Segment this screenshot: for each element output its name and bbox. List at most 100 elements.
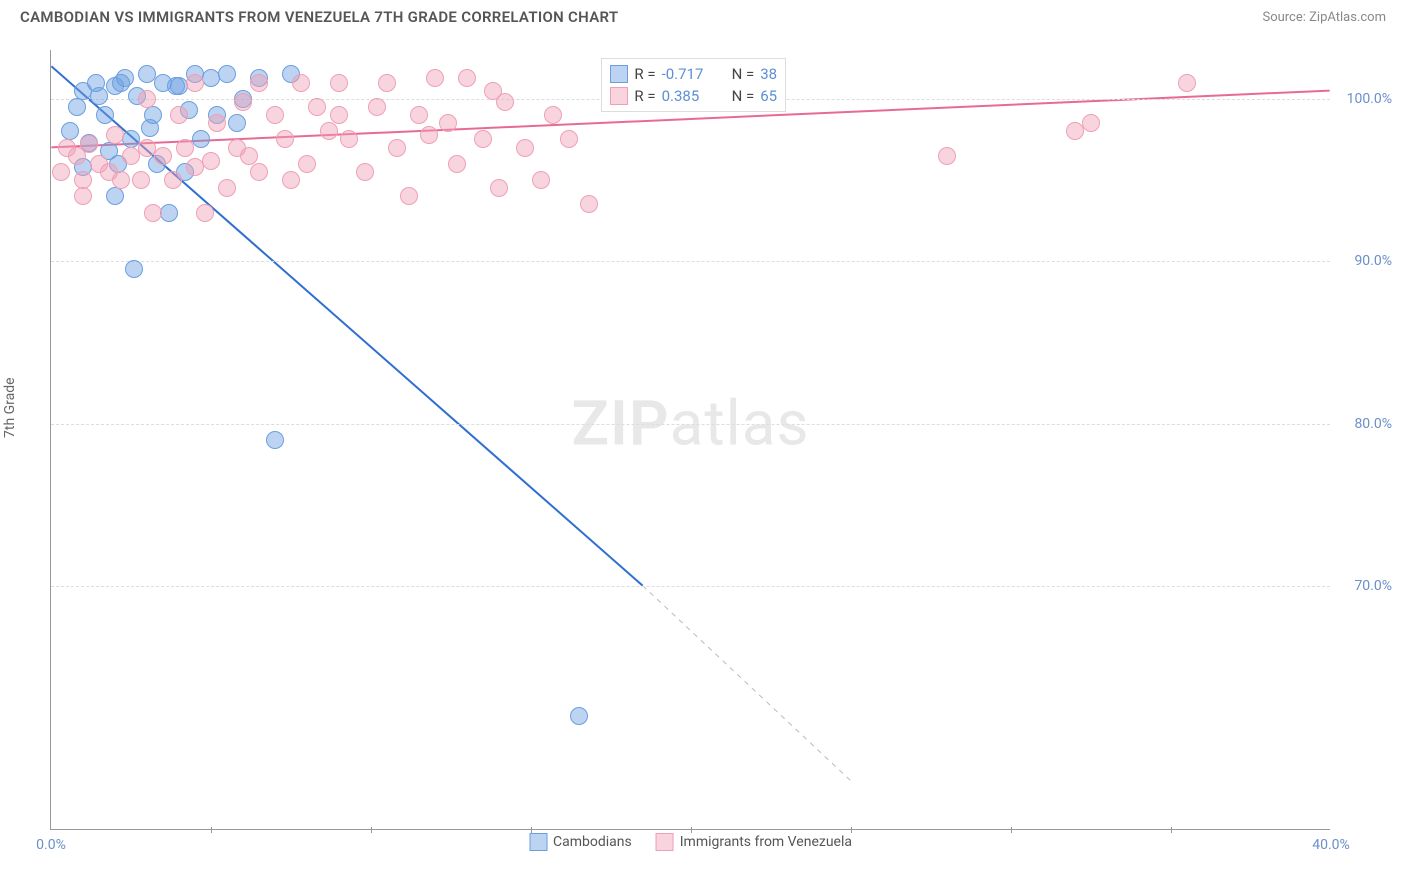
data-point — [68, 98, 86, 116]
data-point — [420, 126, 438, 144]
data-point — [196, 204, 214, 222]
data-point — [516, 139, 534, 157]
data-point — [167, 77, 185, 95]
stats-box: R = -0.717 N = 38R = 0.385 N = 65 — [601, 58, 786, 112]
data-point — [356, 163, 374, 181]
legend-marker-icon — [656, 833, 674, 851]
data-point — [112, 171, 130, 189]
data-point — [218, 65, 236, 83]
data-point — [160, 204, 178, 222]
data-point — [938, 147, 956, 165]
data-point — [106, 187, 124, 205]
data-point — [439, 114, 457, 132]
y-axis-label: 7th Grade — [2, 377, 18, 438]
data-point — [458, 69, 476, 87]
grid-line-horizontal — [51, 424, 1330, 425]
data-point — [484, 82, 502, 100]
data-point — [1178, 74, 1196, 92]
trend-lines-layer — [51, 50, 1330, 829]
r-value: -0.717 — [662, 65, 718, 83]
data-point — [90, 87, 108, 105]
n-value: 65 — [760, 87, 777, 105]
r-label: R = — [634, 65, 655, 83]
plot-area: ZIPatlas CambodiansImmigrants from Venez… — [50, 50, 1330, 830]
grid-line-vertical — [851, 827, 852, 833]
series-marker-icon — [610, 87, 628, 105]
data-point — [410, 106, 428, 124]
data-point — [282, 171, 300, 189]
data-point — [176, 139, 194, 157]
data-point — [228, 114, 246, 132]
grid-line-vertical — [1011, 827, 1012, 833]
data-point — [320, 122, 338, 140]
legend-item: Cambodians — [529, 833, 632, 851]
n-label: N = — [732, 87, 755, 105]
data-point — [132, 171, 150, 189]
data-point — [400, 187, 418, 205]
r-value: 0.385 — [662, 87, 718, 105]
data-point — [192, 130, 210, 148]
data-point — [532, 171, 550, 189]
data-point — [448, 155, 466, 173]
data-point — [276, 130, 294, 148]
data-point — [208, 114, 226, 132]
data-point — [330, 106, 348, 124]
grid-line-horizontal — [51, 586, 1330, 587]
legend: Cambodians Immigrants from Venezuela — [529, 833, 852, 851]
data-point — [52, 163, 70, 181]
data-point — [474, 130, 492, 148]
data-point — [141, 119, 159, 137]
data-point — [80, 135, 98, 153]
chart-container: 7th Grade ZIPatlas CambodiansImmigrants … — [0, 30, 1406, 880]
legend-label: Cambodians — [553, 834, 632, 850]
data-point — [96, 106, 114, 124]
data-point — [544, 106, 562, 124]
trend-line-extrapolated — [643, 586, 851, 781]
chart-source: Source: ZipAtlas.com — [1262, 10, 1386, 25]
data-point — [138, 90, 156, 108]
y-tick-label: 70.0% — [1354, 578, 1392, 594]
y-tick-label: 100.0% — [1347, 91, 1392, 107]
data-point — [250, 163, 268, 181]
n-value: 38 — [760, 65, 777, 83]
data-point — [266, 106, 284, 124]
data-point — [292, 74, 310, 92]
data-point — [266, 431, 284, 449]
n-label: N = — [732, 65, 755, 83]
data-point — [388, 139, 406, 157]
data-point — [186, 74, 204, 92]
stats-row: R = -0.717 N = 38 — [610, 63, 777, 85]
data-point — [378, 74, 396, 92]
data-point — [164, 171, 182, 189]
y-tick-label: 90.0% — [1354, 253, 1392, 269]
data-point — [240, 147, 258, 165]
grid-line-vertical — [211, 827, 212, 833]
data-point — [570, 707, 588, 725]
data-point — [218, 179, 236, 197]
series-marker-icon — [610, 65, 628, 83]
data-point — [170, 106, 188, 124]
x-tick-label: 0.0% — [36, 837, 66, 853]
legend-label: Immigrants from Venezuela — [680, 834, 852, 850]
data-point — [308, 98, 326, 116]
legend-marker-icon — [529, 833, 547, 851]
chart-title: CAMBODIAN VS IMMIGRANTS FROM VENEZUELA 7… — [20, 8, 618, 26]
data-point — [330, 74, 348, 92]
data-point — [490, 179, 508, 197]
data-point — [74, 187, 92, 205]
data-point — [1082, 114, 1100, 132]
legend-item: Immigrants from Venezuela — [656, 833, 852, 851]
grid-line-vertical — [371, 827, 372, 833]
data-point — [250, 74, 268, 92]
data-point — [234, 93, 252, 111]
grid-line-horizontal — [51, 261, 1330, 262]
data-point — [112, 74, 130, 92]
y-tick-label: 80.0% — [1354, 416, 1392, 432]
data-point — [61, 122, 79, 140]
data-point — [154, 147, 172, 165]
stats-row: R =0.385N =65 — [610, 85, 777, 107]
data-point — [125, 260, 143, 278]
chart-header: CAMBODIAN VS IMMIGRANTS FROM VENEZUELA 7… — [0, 0, 1406, 30]
data-point — [106, 126, 124, 144]
data-point — [340, 130, 358, 148]
